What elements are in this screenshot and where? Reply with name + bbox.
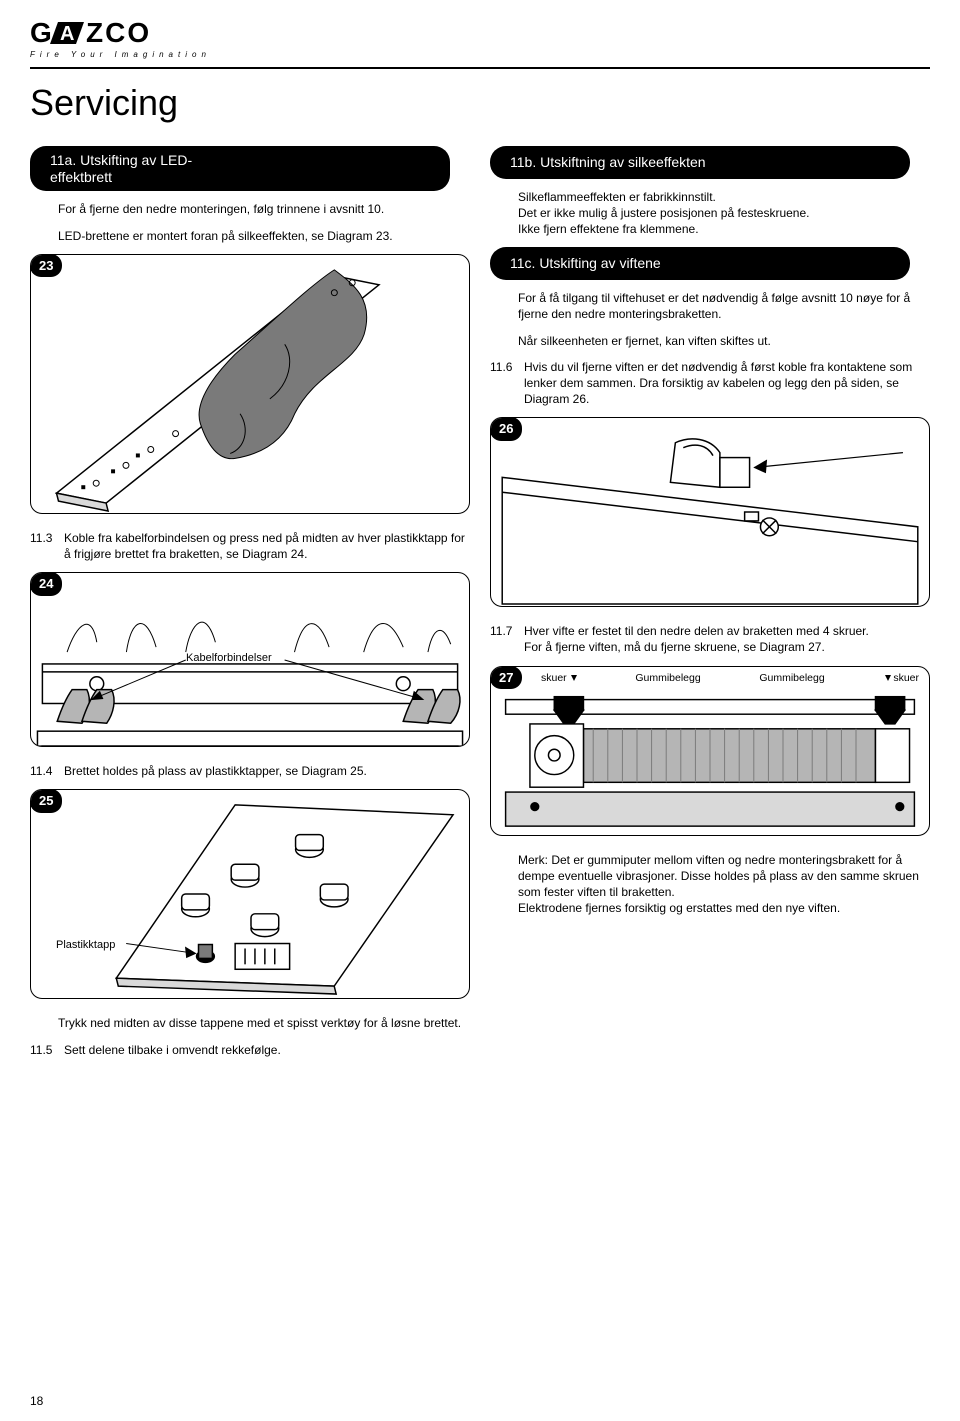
right-column: 11b. Utskiftning av silkeeffekten Silkef… xyxy=(490,146,930,1068)
header: G A ZCO Fire Your Imagination xyxy=(30,18,930,69)
logo: G A ZCO Fire Your Imagination xyxy=(30,18,211,61)
svg-text:ZCO: ZCO xyxy=(86,18,151,48)
section-11a-header: 11a. Utskifting av LED- effektbrett xyxy=(30,146,450,192)
after-25-text: Trykk ned midten av disse tappene med et… xyxy=(58,1015,470,1031)
step-11-4-num: 11.4 xyxy=(30,763,54,779)
step-11-3-text: Koble fra kabelforbindelsen og press ned… xyxy=(64,530,470,562)
diagram-26: 26 xyxy=(490,417,930,607)
diagram-23: 23 xyxy=(30,254,470,514)
section-11a-line1: 11a. Utskifting av LED- xyxy=(50,152,192,168)
diagram-25-number: 25 xyxy=(30,789,62,813)
step-11-5-text: Sett delene tilbake i omvendt rekkefølge… xyxy=(64,1042,470,1058)
section-11b-text: Silkeflammeeffekten er fabrikkinnstilt. … xyxy=(518,189,930,238)
diagram-26-svg xyxy=(491,418,929,606)
intro-2: LED-brettene er montert foran på silkeef… xyxy=(58,228,470,244)
content-columns: 11a. Utskifting av LED- effektbrett For … xyxy=(30,146,930,1068)
step-11-3: 11.3 Koble fra kabelforbindelsen og pres… xyxy=(30,530,470,562)
diagram-26-number: 26 xyxy=(490,417,522,441)
diagram-24: 24 Kabelforbindelser xyxy=(30,572,470,747)
svg-text:A: A xyxy=(60,23,74,45)
diagram-25-svg xyxy=(31,790,469,998)
diagram-24-label: Kabelforbindelser xyxy=(186,651,272,666)
diagram-23-number: 23 xyxy=(30,254,62,278)
step-11-5: 11.5 Sett delene tilbake i omvendt rekke… xyxy=(30,1042,470,1058)
logo-tagline: Fire Your Imagination xyxy=(30,50,211,61)
step-11-4-text: Brettet holdes på plass av plastikktappe… xyxy=(64,763,470,779)
step-11-3-num: 11.3 xyxy=(30,530,54,562)
d27-label-skuer-l: skuer xyxy=(541,671,577,685)
d27-label-gummi-l: Gummibelegg xyxy=(635,671,700,685)
section-11c-intro2: Når silkeenheten er fjernet, kan viften … xyxy=(518,333,930,349)
page-title: Servicing xyxy=(30,79,930,128)
diagram-25-label: Plastikktapp xyxy=(56,938,115,953)
diagram-27-number: 27 xyxy=(490,666,522,690)
step-11-7-text: Hver vifte er festet til den nedre delen… xyxy=(524,623,930,655)
step-11-6: 11.6 Hvis du vil fjerne viften er det nø… xyxy=(490,359,930,408)
step-11-7-num: 11.7 xyxy=(490,623,514,655)
diagram-27: 27 skuer Gummibelegg Gummibelegg skuer xyxy=(490,666,930,836)
diagram-23-svg xyxy=(31,255,469,513)
section-11c-intro: For å få tilgang til viftehuset er det n… xyxy=(518,290,930,322)
page-number: 18 xyxy=(30,1393,43,1409)
gazco-wordmark: G A ZCO xyxy=(30,18,200,48)
intro-1: For å fjerne den nedre monteringen, følg… xyxy=(58,201,470,217)
step-11-6-num: 11.6 xyxy=(490,359,514,408)
step-11-4: 11.4 Brettet holdes på plass av plastikk… xyxy=(30,763,470,779)
step-11-5-num: 11.5 xyxy=(30,1042,54,1058)
d27-label-gummi-r: Gummibelegg xyxy=(759,671,824,685)
diagram-27-svg xyxy=(491,685,929,831)
diagram-24-number: 24 xyxy=(30,572,62,596)
diagram-25: 25 Plastikktapp xyxy=(30,789,470,999)
step-11-7: 11.7 Hver vifte er festet til den nedre … xyxy=(490,623,930,655)
diagram-27-top-labels: skuer Gummibelegg Gummibelegg skuer xyxy=(491,667,929,685)
step-11-6-text: Hvis du vil fjerne viften er det nødvend… xyxy=(524,359,930,408)
section-11c-header: 11c. Utskifting av viftene xyxy=(490,247,910,280)
section-11a-line2: effektbrett xyxy=(50,169,112,185)
d27-label-skuer-r: skuer xyxy=(883,671,919,685)
section-11b-header: 11b. Utskiftning av silkeeffekten xyxy=(490,146,910,179)
left-column: 11a. Utskifting av LED- effektbrett For … xyxy=(30,146,470,1068)
merk-note: Merk: Det er gummiputer mellom viften og… xyxy=(518,852,930,917)
